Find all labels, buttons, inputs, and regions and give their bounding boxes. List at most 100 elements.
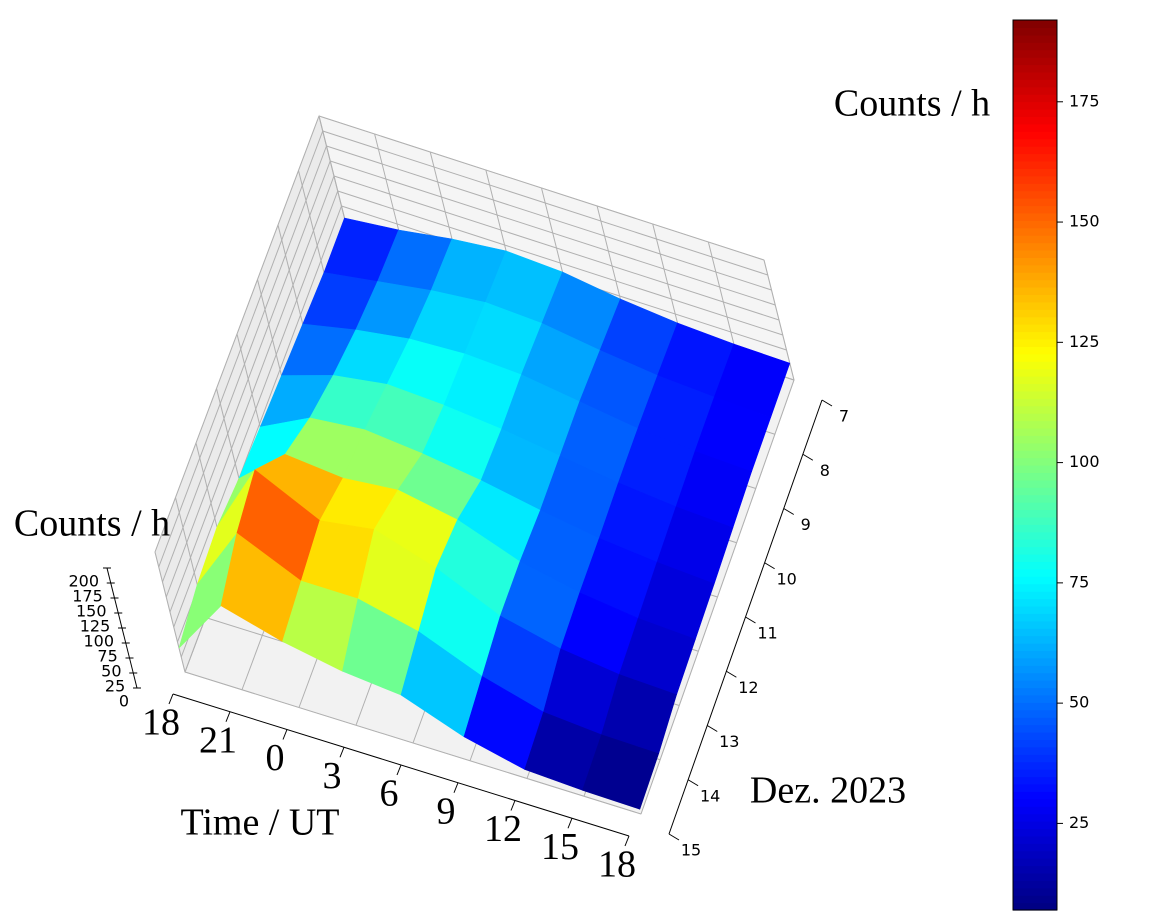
colorbar-step: [1013, 843, 1057, 852]
surface-cell: [582, 734, 660, 810]
grid-line: [298, 170, 329, 291]
y-tick-label: 15: [681, 841, 701, 860]
colorbar-step: [1013, 27, 1057, 36]
grid-line: [763, 259, 795, 381]
colorbar-step: [1013, 732, 1057, 741]
colorbar-step: [1013, 116, 1057, 125]
colorbar-step: [1013, 687, 1057, 696]
grid-line: [184, 671, 642, 815]
colorbar-step: [1013, 183, 1057, 192]
colorbar-step: [1013, 635, 1057, 644]
x-tick: [282, 729, 288, 740]
colorbar-step: [1013, 257, 1057, 266]
colorbar-step: [1013, 168, 1057, 177]
colorbar-step: [1013, 502, 1057, 511]
colorbar-step: [1013, 198, 1057, 207]
colorbar-step: [1013, 643, 1057, 652]
colorbar-step: [1013, 316, 1057, 325]
colorbar-step: [1013, 153, 1057, 162]
colorbar-step: [1013, 457, 1057, 466]
colorbar-step: [1013, 516, 1057, 525]
colorbar-step: [1013, 568, 1057, 577]
colorbar-step: [1013, 324, 1057, 333]
colorbar-step: [1013, 279, 1057, 288]
colorbar-step: [1013, 249, 1057, 258]
colorbar-step: [1013, 205, 1057, 214]
colorbar-step: [1013, 724, 1057, 733]
colorbar-step: [1013, 123, 1057, 132]
y-tick: [706, 725, 718, 732]
x-tick-label: 21: [199, 719, 237, 761]
colorbar-step: [1013, 828, 1057, 837]
colorbar-step: [1013, 479, 1057, 488]
colorbar-step: [1013, 821, 1057, 830]
colorbar-step: [1013, 49, 1057, 58]
y-tick: [726, 670, 737, 678]
colorbar-step: [1013, 86, 1057, 95]
colorbar-step: [1013, 791, 1057, 800]
colorbar-step: [1013, 346, 1057, 355]
colorbar-step: [1013, 79, 1057, 88]
y-tick: [821, 399, 833, 407]
x-tick-label: 3: [323, 755, 342, 797]
colorbar-step: [1013, 398, 1057, 407]
colorbar-step: [1013, 368, 1057, 377]
z-tick-label: 200: [68, 572, 99, 591]
grid-line: [707, 241, 739, 363]
colorbar-step: [1013, 338, 1057, 347]
x-tick: [510, 800, 516, 811]
colorbar-step: [1013, 160, 1057, 169]
colorbar-step: [1013, 34, 1057, 43]
y-tick: [802, 453, 814, 461]
colorbar-step: [1013, 702, 1057, 711]
colorbar-tick-label: 125: [1069, 332, 1100, 351]
colorbar-step: [1013, 57, 1057, 66]
x-tick-label: 0: [266, 737, 285, 779]
z-tick-label: 25: [105, 677, 125, 696]
colorbar-step: [1013, 175, 1057, 184]
colorbar-step: [1013, 413, 1057, 422]
colorbar-step: [1013, 539, 1057, 548]
colorbar-step: [1013, 554, 1057, 563]
y-tick: [745, 616, 756, 624]
colorbar-step: [1013, 109, 1057, 118]
colorbar-step: [1013, 717, 1057, 726]
colorbar-label: Counts / h: [834, 83, 990, 125]
colorbar-step: [1013, 776, 1057, 785]
colorbar-step: [1013, 301, 1057, 310]
x-tick-label: 12: [484, 808, 522, 850]
colorbar-frame: [1012, 19, 1058, 911]
colorbar-step: [1013, 746, 1057, 755]
z-tick-label: 175: [72, 587, 103, 606]
colorbar-step: [1013, 754, 1057, 763]
y-tick-label: 7: [839, 407, 849, 426]
colorbar-step: [1013, 895, 1057, 904]
colorbar-step: [1013, 442, 1057, 451]
colorbar-step: [1013, 546, 1057, 555]
colorbar-tick-label: 75: [1069, 572, 1089, 591]
colorbar-step: [1013, 94, 1057, 103]
colorbar-step: [1013, 783, 1057, 792]
colorbar-step: [1013, 64, 1057, 73]
colorbar-step: [1013, 420, 1057, 429]
x-tick-label: 18: [142, 702, 180, 744]
colorbar-step: [1013, 628, 1057, 637]
x-axis: [172, 693, 630, 837]
colorbar-step: [1013, 672, 1057, 681]
x-tick-label: 18: [598, 844, 636, 886]
colorbar-step: [1013, 561, 1057, 570]
y-tick: [687, 779, 699, 787]
x-tick: [225, 711, 231, 722]
colorbar-step: [1013, 591, 1057, 600]
colorbar-step: [1013, 835, 1057, 844]
y-tick-label: 11: [757, 624, 777, 643]
colorbar-step: [1013, 680, 1057, 689]
colorbar-step: [1013, 450, 1057, 459]
x-tick: [396, 764, 402, 776]
z-tick-label: 0: [119, 692, 129, 711]
colorbar-step: [1013, 212, 1057, 221]
colorbar-step: [1013, 487, 1057, 496]
colorbar-step: [1013, 872, 1057, 881]
y-tick-label: 13: [719, 732, 739, 751]
colorbar-step: [1013, 620, 1057, 629]
